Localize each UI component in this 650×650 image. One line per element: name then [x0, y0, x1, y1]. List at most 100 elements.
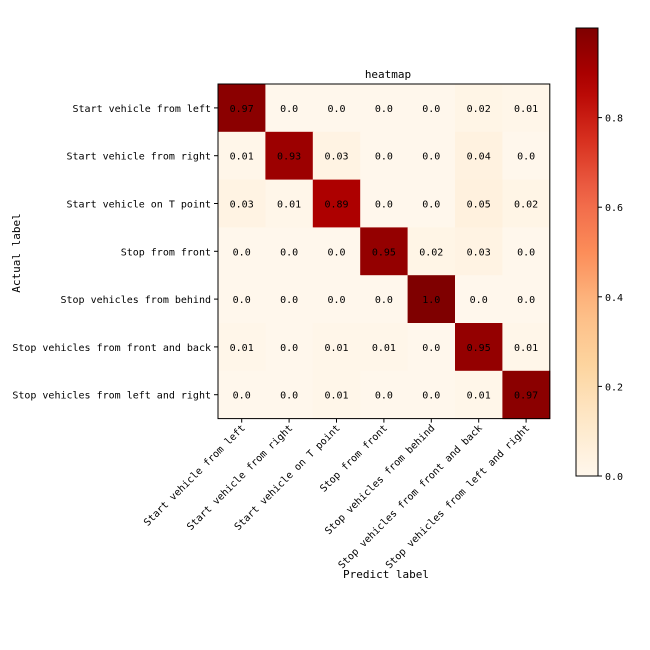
- heatmap-cell: [502, 227, 551, 276]
- heatmap-cell: [455, 323, 503, 372]
- y-tick-label: Stop vehicles from front and back: [12, 343, 211, 354]
- cell-value-label: 0.0: [422, 343, 440, 354]
- cell-value-label: 0.0: [375, 152, 393, 163]
- heatmap-cell: [360, 370, 409, 420]
- cell-value-label: 0.01: [514, 343, 538, 354]
- cell-value-label: 0.0: [280, 391, 298, 402]
- cell-value-label: 0.0: [422, 200, 440, 211]
- y-tick-label: Stop from front: [121, 247, 211, 258]
- y-tick-label: Start vehicle from right: [67, 152, 212, 163]
- heatmap-cell: [312, 370, 361, 420]
- heatmap-cell: [265, 131, 314, 181]
- cell-value-label: 0.01: [372, 343, 396, 354]
- heatmap-cell: [265, 370, 314, 420]
- heatmap-cell: [218, 84, 266, 133]
- colorbar-gradient: [575, 27, 599, 477]
- colorbar: 0.0 0.2 0.4 0.6 0.8: [575, 27, 623, 483]
- y-tick-label: Start vehicle on T point: [67, 200, 212, 211]
- heatmap-cell: [455, 275, 503, 324]
- y-axis-label: Actual label: [10, 213, 23, 292]
- cell-value-label: 0.95: [372, 247, 396, 258]
- y-axis-ticks: Start vehicle from left Start vehicle fro…: [12, 104, 218, 402]
- heatmap-cell: [265, 179, 314, 228]
- cell-value-label: 0.97: [514, 391, 538, 402]
- heatmap-cell: [218, 370, 266, 420]
- heatmap-cell: [360, 131, 409, 181]
- cell-value-label: 0.0: [375, 104, 393, 115]
- heatmap-cell: [312, 227, 361, 276]
- y-tick-label: Stop vehicles from left and right: [12, 391, 211, 402]
- cell-value-label: 0.0: [327, 247, 345, 258]
- heatmap-cell: [455, 370, 503, 420]
- heatmap-cell: [455, 227, 503, 276]
- heatmap-cell: [265, 275, 314, 324]
- heatmap-cell: [360, 275, 409, 324]
- heatmap-cell: [407, 131, 456, 181]
- heatmap-cell: [218, 131, 266, 181]
- heatmap-cell: [312, 179, 361, 228]
- heatmap-cell: [502, 131, 551, 181]
- cell-value-label: 0.0: [327, 104, 345, 115]
- heatmap-cell: [502, 84, 551, 133]
- y-tick-label: Start vehicle from left: [73, 104, 211, 115]
- cell-value-label: 0.02: [419, 247, 443, 258]
- heatmap-cell: [502, 275, 551, 324]
- cell-value-label: 0.0: [280, 343, 298, 354]
- heatmap-cell: [265, 84, 314, 133]
- cell-value-label: 0.01: [230, 343, 254, 354]
- cell-value-label: 0.0: [422, 152, 440, 163]
- heatmap-cell: [455, 84, 503, 133]
- heatmap-cell: [455, 179, 503, 228]
- cell-value-label: 0.03: [230, 200, 254, 211]
- cell-value-label: 0.0: [422, 104, 440, 115]
- cell-value-label: 0.02: [467, 104, 491, 115]
- colorbar-tick-label: 0.4: [605, 293, 623, 304]
- cell-value-label: 0.0: [280, 247, 298, 258]
- colorbar-tick-label: 0.6: [605, 203, 623, 214]
- x-tick-label: Start vehicle from left: [142, 423, 248, 529]
- cell-value-label: 0.93: [277, 152, 301, 163]
- cell-value-label: 0.0: [517, 152, 535, 163]
- heatmap-cell: [265, 227, 314, 276]
- heatmap-cell: [502, 179, 551, 228]
- heatmap-cell: [312, 84, 361, 133]
- cell-value-label: 0.01: [277, 200, 301, 211]
- cell-value-label: 0.0: [280, 104, 298, 115]
- cell-value-label: 0.0: [375, 200, 393, 211]
- colorbar-tick-label: 0.2: [605, 382, 623, 393]
- cell-value-label: 0.0: [280, 295, 298, 306]
- cell-value-label: 0.0: [375, 391, 393, 402]
- x-axis-label: Predict label: [343, 568, 429, 581]
- heatmap-cell: [312, 275, 361, 324]
- heatmap-cell: [407, 84, 456, 133]
- cell-value-label: 0.0: [233, 391, 251, 402]
- chart-title: heatmap: [365, 68, 411, 81]
- cell-value-label: 0.0: [233, 295, 251, 306]
- heatmap-cell: [360, 227, 409, 276]
- cell-value-label: 0.01: [324, 343, 348, 354]
- cell-value-label: 0.05: [467, 200, 491, 211]
- cell-value-label: 0.03: [467, 247, 491, 258]
- heatmap-cell: [360, 179, 409, 228]
- heatmap-cell: [407, 370, 456, 420]
- heatmap-cell: [407, 179, 456, 228]
- cell-value-label: 0.01: [514, 104, 538, 115]
- heatmap-cell: [218, 179, 266, 228]
- heatmap-cell: [407, 275, 456, 324]
- colorbar-tick-label: 0.0: [605, 472, 623, 483]
- cell-value-label: 0.01: [467, 391, 491, 402]
- heatmap-cell: [360, 323, 409, 372]
- cell-value-label: 0.04: [467, 152, 491, 163]
- cell-value-label: 0.89: [324, 200, 348, 211]
- y-tick-label: Stop vehicles from behind: [60, 295, 211, 306]
- cell-value-label: 0.03: [324, 152, 348, 163]
- heatmap-cell: [455, 131, 503, 181]
- heatmap-cell: [502, 370, 551, 420]
- cell-value-label: 0.0: [327, 295, 345, 306]
- cell-value-label: 0.0: [470, 295, 488, 306]
- heatmap-cell: [502, 323, 551, 372]
- heatmap-cell: [360, 84, 409, 133]
- cell-value-label: 0.02: [514, 200, 538, 211]
